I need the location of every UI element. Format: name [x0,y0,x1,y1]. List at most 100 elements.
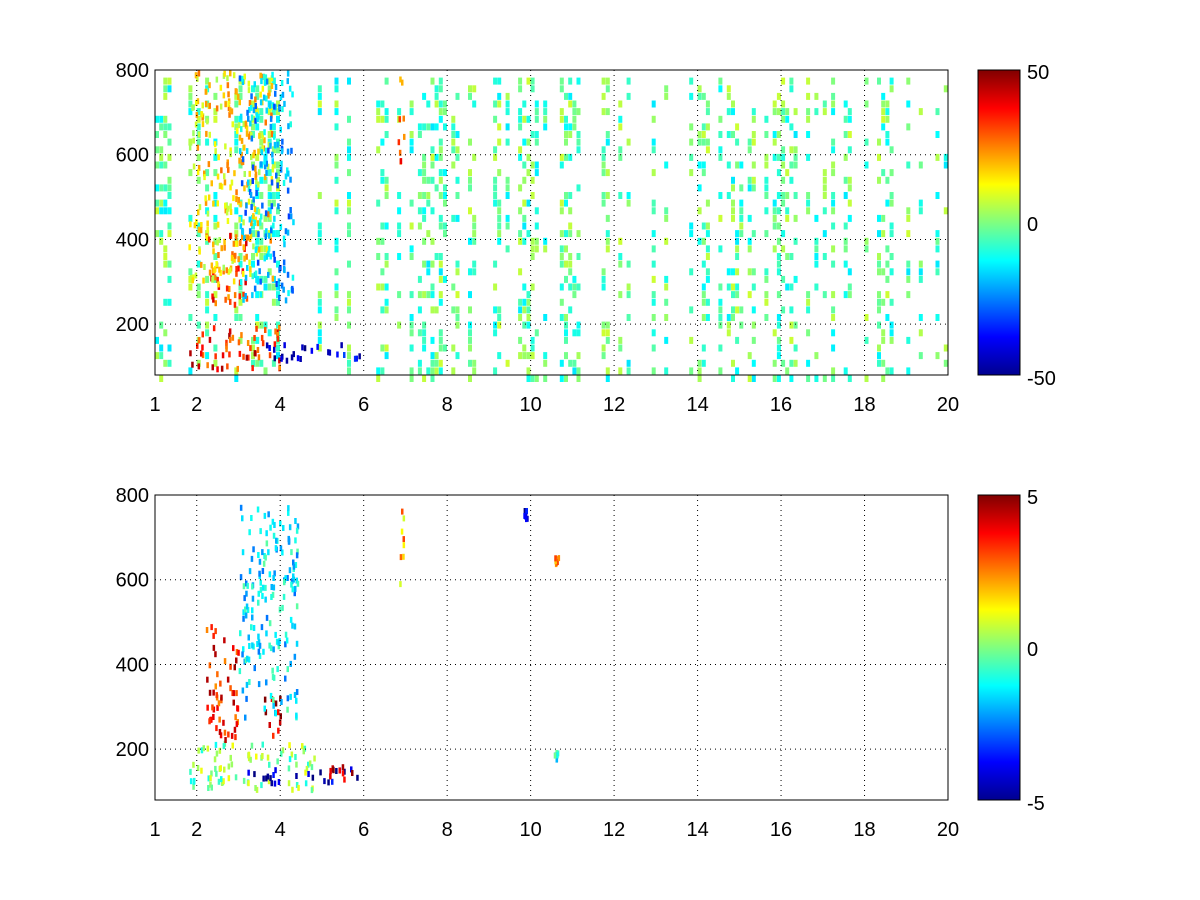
heatmap-cell [276,207,280,215]
heatmap-cell [397,139,401,146]
heatmap-cell [889,85,894,93]
heatmap-cell [215,725,218,732]
heatmap-cell [726,85,731,93]
heatmap-cell [276,352,280,360]
heatmap-cell [251,199,255,207]
heatmap-cell [261,549,264,556]
heatmap-cell [283,241,286,248]
heatmap-cell [232,72,236,79]
heatmap-cell [935,260,940,268]
heatmap-cell [376,108,381,116]
heatmap-cell [286,229,290,236]
heatmap-cell [776,207,781,215]
heatmap-cell [438,359,443,367]
heatmap-cell [275,172,278,179]
heatmap-cell [247,80,251,87]
heatmap-cell [313,755,316,762]
heatmap-cell [277,203,280,210]
heatmap-cell [564,321,568,329]
heatmap-cell [270,780,273,787]
heatmap-cell [317,230,322,238]
heatmap-cell [601,153,606,161]
heatmap-cell [273,355,276,362]
heatmap-cell [497,314,502,321]
heatmap-cell [497,306,502,314]
heatmap-cell [288,742,291,749]
heatmap-cell [191,277,194,284]
heatmap-cell [568,359,573,367]
heatmap-cell [885,115,890,123]
heatmap-cell [889,230,894,238]
heatmap-cell [906,260,911,268]
heatmap-cell [220,245,223,252]
heatmap-cell [268,722,271,728]
heatmap-cell [751,321,756,329]
heatmap-cell [241,515,244,522]
heatmap-cell [443,108,447,116]
heatmap-cell [576,138,581,146]
heatmap-cell [384,77,389,85]
heatmap-cell [267,511,270,518]
heatmap-cell [864,77,869,85]
colorbar-scale [977,494,1021,801]
heatmap-cell [229,298,232,305]
heatmap-cell [559,153,564,161]
heatmap-cell [518,115,523,123]
heatmap-cell [228,328,232,335]
heatmap-cell [735,367,740,375]
heatmap-cell [288,524,292,531]
heatmap-cell [245,240,248,247]
heatmap-cell [822,230,827,238]
heatmap-cell [793,131,798,138]
heatmap-cell [417,222,422,230]
heatmap-cell [351,770,354,776]
heatmap-cell [216,671,219,678]
x-tick-label: 18 [853,819,875,841]
heatmap-cell [235,270,238,277]
heatmap-cell [430,352,435,360]
heatmap-cell [155,161,159,169]
heatmap-cell [468,138,472,146]
heatmap-cell [605,245,610,253]
heatmap-cell [257,590,260,597]
heatmap-cell [287,123,290,130]
heatmap-cell [229,107,232,114]
heatmap-cell [806,153,811,161]
heatmap-cell [224,202,227,209]
heatmap-cell [274,767,277,774]
heatmap-cell [195,111,199,118]
heatmap-cell [249,104,253,111]
heatmap-cell [205,237,210,245]
heatmap-cell [317,237,322,245]
heatmap-cell [747,245,752,253]
heatmap-cell [267,549,270,556]
heatmap-cell [384,344,389,352]
heatmap-cell [664,298,669,306]
heatmap-cell [200,350,203,357]
heatmap-cell [497,92,502,100]
heatmap-cell [295,773,298,779]
heatmap-cell [163,184,168,192]
heatmap-cell [208,336,212,343]
heatmap-cell [572,275,577,283]
heatmap-cell [213,314,218,321]
heatmap-cell [881,359,886,367]
heatmap-cell [718,153,723,161]
heatmap-cell [237,197,240,203]
heatmap-cell [235,189,238,196]
heatmap-cell [885,176,890,184]
heatmap-cell [283,100,286,107]
heatmap-cell [295,603,299,610]
heatmap-cell [213,222,218,230]
heatmap-cell [847,146,852,154]
x-tick-label: 10 [520,819,542,841]
heatmap-cell [239,240,242,246]
heatmap-cell [317,108,322,116]
heatmap-cell [831,199,836,207]
heatmap-cell [664,275,669,283]
heatmap-cell [234,146,239,154]
y-tick-label: 600 [116,145,149,167]
heatmap-cell [281,106,284,113]
heatmap-cell [530,77,535,85]
heatmap-cell [200,111,204,118]
